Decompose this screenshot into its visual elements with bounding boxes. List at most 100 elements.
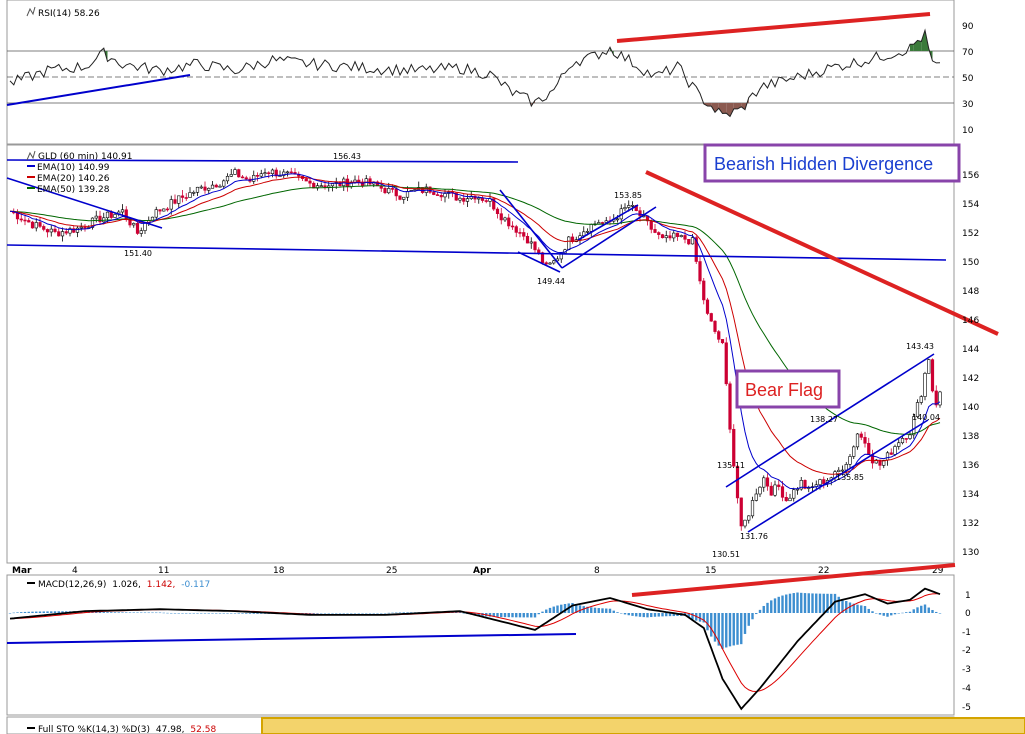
- macd-hist-bar: [203, 613, 207, 614]
- candle-body: [743, 519, 747, 527]
- macd-hist-bar: [410, 612, 413, 613]
- candle-body: [934, 390, 938, 406]
- rsi-tick: 70: [962, 48, 974, 58]
- macd-hist-bar: [110, 612, 113, 613]
- macd-hist-bar: [106, 612, 109, 613]
- x-label: 11: [158, 566, 169, 576]
- macd-hist-bar: [113, 612, 117, 613]
- macd-hist-bar: [12, 612, 15, 614]
- candle-body: [210, 184, 215, 189]
- candle-body: [214, 184, 218, 188]
- chart-type-icon: [26, 6, 36, 17]
- trend-red-descending: [645, 170, 999, 336]
- macd-hist-bar: [698, 613, 702, 622]
- macd-hist-bar: [785, 594, 788, 613]
- rsi-fill-segment: [737, 103, 742, 109]
- macd-hist-bar: [740, 613, 743, 645]
- macd-hist-bar: [391, 612, 394, 614]
- candle-body: [600, 222, 605, 224]
- candle-body: [540, 252, 545, 263]
- candle-body: [244, 177, 248, 180]
- macd-hist-bar: [177, 613, 180, 614]
- chart-type-icon: [26, 150, 36, 161]
- rsi-legend-text: RSI(14) 58.26: [38, 9, 100, 19]
- macd-hist-bar: [871, 611, 874, 613]
- ema50-line: [9, 185, 941, 435]
- candle-body: [784, 497, 788, 502]
- candle-body: [885, 452, 890, 461]
- candle-body: [852, 446, 856, 457]
- macd-hist-bar: [95, 611, 98, 613]
- candle-body: [132, 223, 136, 226]
- candle-body: [177, 195, 181, 204]
- macd-tick: -4: [962, 684, 971, 694]
- macd-hist-bar: [226, 613, 229, 614]
- candle-body: [503, 217, 507, 221]
- macd-trend-blue: [6, 633, 577, 644]
- candle-body: [473, 195, 477, 200]
- macd-hist-bar: [747, 613, 750, 626]
- macd-hist-bar: [215, 613, 218, 614]
- macd-hist-bar: [863, 606, 867, 613]
- candle-body: [120, 209, 125, 213]
- candle-body: [390, 188, 395, 190]
- macd-hist-bar: [661, 613, 664, 617]
- ema10-line: [9, 173, 941, 490]
- candle-body: [255, 175, 260, 177]
- macd-hist-bar: [488, 613, 492, 617]
- macd-hist-bar: [845, 601, 848, 613]
- macd-hist-bar: [623, 613, 627, 615]
- rsi-tick: 90: [962, 22, 974, 32]
- price-tick: 146: [962, 316, 979, 326]
- candle-body: [649, 220, 653, 230]
- macd-hist-bar: [732, 613, 735, 646]
- candle-body: [263, 172, 267, 175]
- macd-hist-bar: [477, 613, 480, 616]
- candle-body: [908, 434, 912, 439]
- candle-body: [544, 262, 548, 265]
- rsi-fill-segment: [715, 103, 719, 113]
- macd-hist-bar: [8, 613, 12, 614]
- macd-hist-bar: [20, 612, 23, 613]
- macd-hist-bar: [61, 611, 64, 613]
- bear-flag-text: Bear Flag: [745, 380, 823, 400]
- candle-body: [687, 239, 691, 245]
- candle-body: [694, 237, 698, 262]
- macd-hist-bar: [668, 613, 672, 617]
- macd-hist-bar: [158, 612, 162, 614]
- candle-body: [75, 227, 80, 233]
- candle-body: [462, 197, 466, 202]
- candle-body: [405, 191, 410, 198]
- macd-hist-bar: [931, 609, 934, 613]
- macd-hist-bar: [882, 613, 885, 616]
- legend-ema50: EMA(50) 139.28: [37, 185, 110, 195]
- macd-hist-bar: [691, 613, 694, 620]
- macd-hist-bar: [140, 612, 143, 614]
- macd-hist-bar: [50, 611, 53, 613]
- rsi-fill-segment: [722, 103, 727, 114]
- candle-body: [135, 223, 140, 234]
- sto-legend: Full STO %K(14,3) %D(3) 47.98, 52.58: [27, 725, 216, 734]
- macd-hist-bar: [196, 613, 199, 614]
- x-label: 15: [705, 566, 716, 576]
- macd-hist-bar: [597, 608, 600, 613]
- macd-hist-bar: [458, 612, 462, 613]
- macd-hist-bar: [147, 612, 150, 614]
- candle-body: [638, 210, 642, 217]
- rsi-fill-segment: [730, 103, 734, 117]
- macd-hist-bar: [833, 593, 837, 613]
- macd-hist-bar: [811, 593, 814, 613]
- candle-body: [724, 342, 728, 385]
- macd-hist-bar: [248, 613, 252, 614]
- rsi-fill-segment: [726, 103, 730, 117]
- macd-hist-bar: [848, 602, 852, 613]
- rsi-axis: 90 70 50 30 10: [962, 22, 974, 136]
- macd-hist-bar: [837, 596, 840, 613]
- candle-body: [844, 464, 848, 471]
- macd-tick: -3: [962, 665, 971, 675]
- price-tick: 140: [962, 403, 979, 413]
- candle-body: [188, 192, 192, 198]
- peak-label: 151.40: [124, 249, 152, 258]
- macd-hist-bar: [548, 607, 552, 613]
- candle-body: [484, 200, 488, 202]
